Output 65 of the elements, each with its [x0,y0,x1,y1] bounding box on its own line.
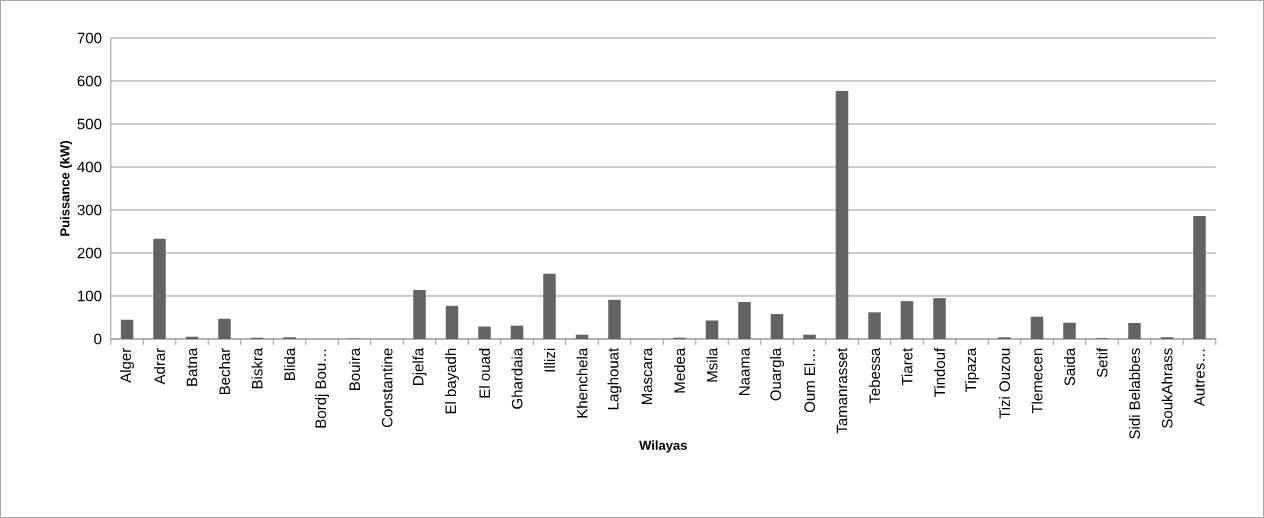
x-tick-label: Bechar [219,348,231,395]
x-tick-label: Blida [284,347,296,380]
x-tick-label: Illizi [544,348,555,372]
x-tick-label: Tizi Ouzou [998,348,1010,419]
bar [803,334,816,339]
x-tick-label: Autres… [1194,349,1205,407]
y-tick-label: 500 [77,118,102,130]
x-tick-label: Saida [1063,347,1075,386]
x-tick-label: El ouad [479,348,491,398]
bar [738,302,751,339]
x-tick-label: SoukAhrass [1161,348,1173,428]
x-tick-label: Bouira [349,347,361,390]
bar [413,289,426,339]
y-tick-label: 400 [77,161,102,173]
bar [218,318,231,339]
bar [478,326,491,339]
x-tick-label: Alger [120,348,134,383]
y-axis-title: Puissance (kW) [59,141,73,236]
bar [900,301,914,339]
y-tick-label: 300 [77,204,102,216]
x-tick-label: Ouargla [770,347,784,401]
bar [510,325,524,339]
bar [835,90,849,339]
x-tick-label: Tamanrasset [836,347,848,434]
y-tick-label: 200 [77,247,102,259]
bar [543,273,556,339]
bar [705,320,719,339]
x-tick-label: Mascara [641,347,653,405]
x-axis-title: Wilayas [639,440,687,453]
x-tick-label: Msila [706,347,718,382]
bar [868,312,881,339]
x-tick-label: Constantine [381,348,393,428]
bar [608,299,621,339]
bar [1063,322,1076,339]
x-tick-label: Djelfa [412,347,427,385]
x-tick-label: Naama [739,347,750,395]
x-tick-label: Sidi Belabbes [1128,348,1140,439]
x-tick-label: Medea [673,347,685,393]
bar [445,305,459,339]
bar [1030,316,1044,339]
x-tick-label: Batna [186,347,198,386]
x-tick-label: Adrar [154,348,166,385]
x-tick-label: Ghardaia [511,347,523,409]
bar [1193,216,1206,339]
x-tick-label: Tebessa [868,347,880,404]
y-tick-label: 700 [77,32,102,44]
y-tick-label: 600 [77,75,102,87]
bar [120,319,134,339]
bar [933,298,946,339]
x-tick-label: Bordj Bou… [315,349,329,428]
x-tick-label: Laghouat [607,347,622,410]
x-tick-label: Oum El… [803,349,815,413]
bar [153,238,166,339]
x-tick-label: Tlemecen [1031,348,1043,414]
x-tick-label: Setif [1096,347,1108,378]
bar [770,314,784,339]
x-tick-label: Khenchela [576,347,588,418]
y-tick-label: 100 [78,290,102,302]
x-tick-label: Tiaret [901,347,913,386]
x-tick-label: Tipaza [965,347,979,392]
bar [1128,323,1141,339]
x-tick-label: El bayadh [445,348,459,414]
x-tick-label: Biskra [251,347,263,389]
y-tick-label: 0 [94,333,102,345]
x-tick-label: Tindouf [933,347,945,397]
